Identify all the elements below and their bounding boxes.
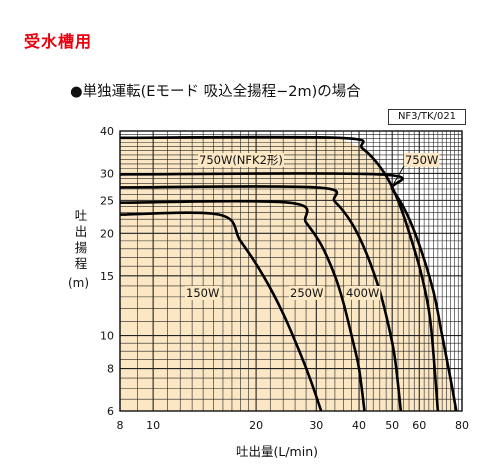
label-750w-leader [391, 165, 405, 187]
label-750w: 750W [405, 153, 438, 167]
x-tick-label: 30 [309, 419, 323, 432]
x-tick-label: 40 [352, 419, 366, 432]
y-label-char: 揚 [74, 240, 88, 255]
y-tick-label: 6 [107, 405, 114, 418]
y-tick-label: 8 [107, 363, 114, 376]
y-tick-label: 40 [100, 125, 114, 138]
x-tick-label: 50 [385, 419, 399, 432]
y-label-char: 程 [74, 256, 88, 271]
label-150w: 150W [186, 286, 219, 300]
label-400w-bg [345, 286, 381, 300]
x-tick-label: 20 [249, 419, 263, 432]
y-tick-label: 30 [100, 167, 114, 180]
performance-curves [119, 135, 458, 412]
figure-code: NF3/TK/021 [388, 109, 466, 125]
x-tick-label: 60 [412, 419, 426, 432]
label-150w-bg [185, 286, 221, 300]
curve-150w [119, 211, 323, 412]
label-750w-nfk2-bg [198, 153, 284, 167]
y-tick-label: 20 [100, 227, 114, 240]
label-750w-bg [404, 153, 440, 167]
y-tick-label: 15 [100, 270, 114, 283]
series-labels: 750W(NFK2形) 750W 150W 250W 400W [185, 153, 440, 300]
y-label-char: 吐 [74, 208, 88, 223]
range-fill-area [120, 137, 462, 412]
label-400w: 400W [346, 286, 379, 300]
y-axis-unit: (m) [68, 276, 90, 290]
tank-use-tag: 受水槽用 [24, 32, 93, 51]
x-axis-label: 吐出量(L/min) [236, 444, 319, 459]
chart-grid [119, 130, 463, 412]
plot-frame [119, 130, 463, 412]
y-tick-label: 25 [100, 194, 114, 207]
x-tick-label: 8 [117, 419, 124, 432]
curve-250w [119, 199, 366, 412]
curve-750w [119, 172, 458, 412]
chart-heading: ●単独運転(Eモード 吸込全揚程−2m)の場合 [70, 84, 361, 100]
y-tick-label: 10 [100, 330, 114, 343]
label-750w-nfk2: 750W(NFK2形) [199, 153, 283, 167]
curve-400w [119, 185, 403, 412]
x-tick-label: 80 [455, 419, 469, 432]
operating-range-fill [120, 137, 462, 412]
label-250w: 250W [290, 286, 323, 300]
x-tick-label: 10 [146, 419, 160, 432]
label-250w-bg [289, 286, 325, 300]
y-axis-label: 吐 出 揚 程 [74, 208, 88, 272]
y-label-char: 出 [74, 224, 88, 239]
